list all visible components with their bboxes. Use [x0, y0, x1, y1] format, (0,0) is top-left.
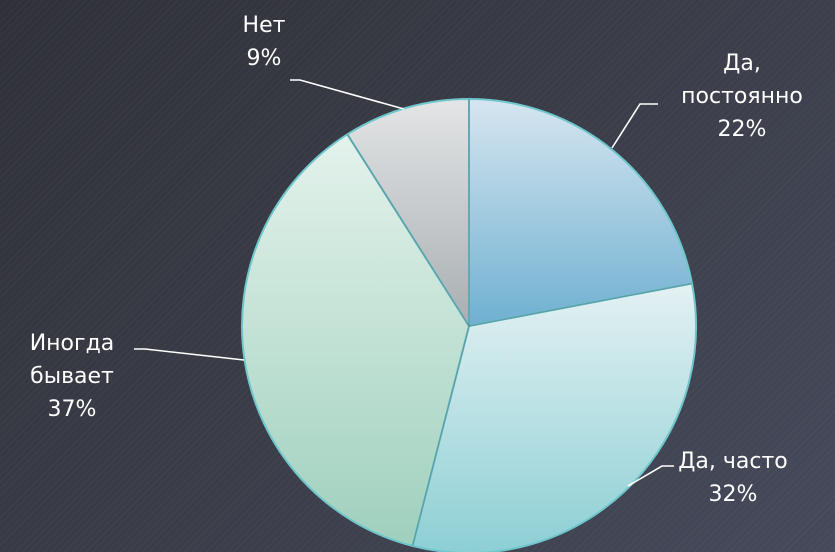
- slice-category-label: постоянно: [681, 84, 803, 109]
- leader-line: [290, 79, 405, 110]
- slice-value-label: 9%: [247, 46, 282, 71]
- slice-category-label: Да, часто: [678, 449, 788, 474]
- slice-separator: [411, 325, 470, 547]
- pie-slice-1: [411, 282, 697, 552]
- pie-slice-3: [346, 98, 470, 327]
- leader-line: [611, 103, 658, 149]
- pie-slice-0: [468, 98, 693, 327]
- leader-line: [627, 465, 674, 487]
- slice-value-label: 22%: [718, 117, 767, 142]
- slice-value-label: 32%: [709, 482, 758, 507]
- leader-line: [134, 348, 245, 361]
- slice-category-label: Да,: [723, 51, 761, 76]
- slice-category-label: бывает: [30, 364, 114, 389]
- slice-value-label: 37%: [48, 397, 97, 422]
- slice-category-label: Иногда: [30, 331, 115, 356]
- slice-separator: [346, 133, 470, 327]
- slice-category-label: Нет: [243, 13, 286, 38]
- slice-separator: [468, 282, 693, 327]
